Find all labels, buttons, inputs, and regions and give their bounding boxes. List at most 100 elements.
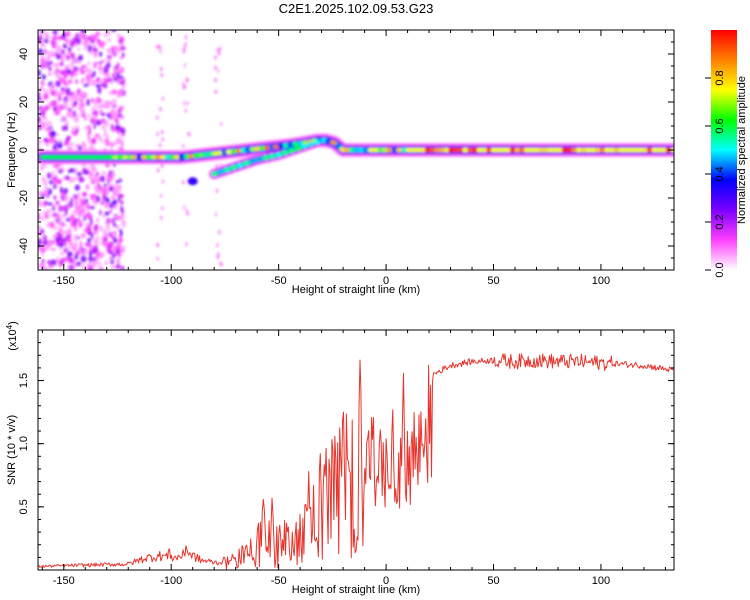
- spectrogram-ridge-peak: [400, 147, 408, 153]
- spectrogram-speckle: [67, 251, 73, 257]
- spectrogram-speckle: [93, 229, 99, 235]
- spectrogram-speckle: [46, 221, 50, 228]
- spectrogram-ridge-peak: [575, 147, 583, 153]
- spectrogram-speckle: [83, 228, 89, 233]
- spectrogram-ridge-peak: [367, 147, 375, 153]
- spectrogram-ridge-peak: [117, 154, 124, 160]
- spectrogram-speckle: [44, 212, 50, 220]
- spectrogram-speckle: [56, 53, 62, 60]
- spectrogram-speckle: [105, 141, 111, 147]
- spectrogram-speckle: [74, 203, 79, 208]
- spectrogram-speckle: [118, 184, 122, 188]
- spectrogram-speckle: [62, 31, 67, 38]
- spectrogram-speckle: [63, 248, 67, 253]
- spectrogram-speckle: [61, 69, 67, 74]
- spectrogram-speckle: [112, 76, 118, 82]
- spectrogram-speckle: [117, 241, 121, 248]
- spectrogram-speckle: [84, 67, 89, 73]
- spectrogram-speckle: [86, 203, 90, 211]
- spectrogram-speckle: [78, 249, 82, 254]
- spectrogram-speckle: [102, 186, 109, 194]
- spectrogram-speckle: [121, 52, 125, 59]
- spectrogram-speckle: [79, 69, 86, 75]
- spectrogram-ridge-peak: [243, 160, 250, 166]
- spectrogram-speckle: [44, 48, 47, 55]
- spectrogram-speckle: [88, 256, 93, 262]
- spectrogram-speckle: [99, 109, 103, 114]
- spectrogram-speckle: [119, 205, 123, 211]
- spectrogram-speckle: [182, 180, 185, 185]
- spectrogram-ridge-peak: [244, 147, 252, 153]
- spectrogram-speckle: [118, 108, 121, 113]
- spectrogram-ridge-peak: [462, 147, 469, 153]
- spectrogram-speckle: [38, 69, 42, 77]
- spectrogram-ridge-peak: [330, 140, 337, 145]
- spectrogram-speckle: [80, 30, 87, 34]
- snr-x-tick-label: -50: [271, 575, 287, 587]
- spectrogram-speckle: [72, 110, 77, 118]
- spectrogram-speckle: [107, 223, 110, 230]
- spectrogram-speckle: [91, 47, 98, 51]
- spectrogram-x-ticks: -150 -100 -50 0 50 100: [41, 30, 666, 287]
- spectrogram-y-tick-label: 40: [18, 48, 30, 60]
- spectrogram-speckle: [103, 133, 108, 138]
- spectrogram-ridge-peak: [145, 154, 153, 160]
- spectrogram-speckle: [56, 178, 62, 185]
- spectrogram-speckle: [38, 92, 41, 97]
- spectrogram-speckle: [100, 112, 107, 116]
- spectrogram-speckle: [73, 209, 77, 214]
- spectrogram-speckle: [58, 94, 62, 102]
- spectrogram-ridge-peak: [608, 147, 616, 153]
- spectrogram-speckle: [112, 231, 117, 237]
- spectrogram-speckle: [214, 212, 218, 217]
- spectrogram-speckle: [88, 244, 94, 250]
- spectrogram-speckle: [161, 137, 164, 142]
- spectrogram-speckle: [69, 91, 75, 96]
- spectrogram-speckle: [95, 217, 100, 223]
- spectrogram-ridge-peak: [126, 154, 134, 160]
- spectrogram-speckle: [182, 100, 186, 106]
- spectrogram-ridge-peak: [500, 147, 507, 153]
- spectrogram-ridge-peak: [275, 152, 282, 158]
- spectrogram-speckle: [51, 203, 55, 210]
- spectrogram-speckle: [42, 234, 47, 241]
- spectrogram-ridge-peak: [230, 164, 237, 171]
- spectrogram-speckle: [111, 72, 115, 78]
- spectrogram-speckle: [95, 119, 102, 126]
- spectrogram-speckle: [111, 114, 117, 120]
- spectrogram-speckle: [111, 89, 117, 95]
- spectrogram-ridge-peak: [481, 147, 488, 153]
- spectrogram-ridge-peak: [226, 149, 233, 155]
- spectrogram-speckle: [46, 139, 51, 144]
- spectrogram-speckle: [218, 51, 221, 56]
- spectrogram-speckle: [94, 113, 98, 118]
- spectrogram-speckle: [110, 107, 115, 115]
- spectrogram-speckle: [157, 168, 160, 173]
- spectrogram-ridge-peak: [159, 154, 167, 160]
- spectrogram-ridge-peak: [197, 152, 205, 158]
- spectrogram-speckle: [100, 125, 107, 129]
- spectrogram-ridge-peak: [211, 171, 218, 177]
- spectrogram-speckle: [38, 238, 42, 245]
- spectrogram-speckle: [69, 215, 75, 222]
- colorbar-gradient: [711, 30, 737, 270]
- spectrogram-ridge-peak: [618, 147, 625, 153]
- spectrogram-ridge-peak: [486, 147, 493, 153]
- spectrogram-speckle: [93, 185, 100, 192]
- spectrogram-speckle: [107, 47, 111, 54]
- colorbar-tick-label: 0.8: [714, 70, 726, 85]
- spectrogram-speckle: [186, 78, 189, 83]
- colorbar-tick-label: 0.2: [714, 214, 726, 229]
- spectrogram-speckle: [103, 104, 108, 109]
- spectrogram-speckle: [43, 88, 49, 94]
- spectrogram-y-label: Frequency (Hz): [6, 112, 18, 188]
- spectrogram-ridge-peak: [188, 153, 195, 159]
- spectrogram-ridge-peak: [136, 154, 143, 160]
- spectrogram-speckle: [106, 174, 111, 181]
- spectrogram-speckle: [38, 96, 42, 102]
- spectrogram-speckle: [92, 245, 98, 252]
- snr-scale-factor: (x104): [5, 321, 19, 351]
- spectrogram-speckle: [95, 235, 99, 242]
- spectrogram-speckle: [46, 172, 52, 179]
- spectrogram-ridge-peak: [504, 147, 512, 153]
